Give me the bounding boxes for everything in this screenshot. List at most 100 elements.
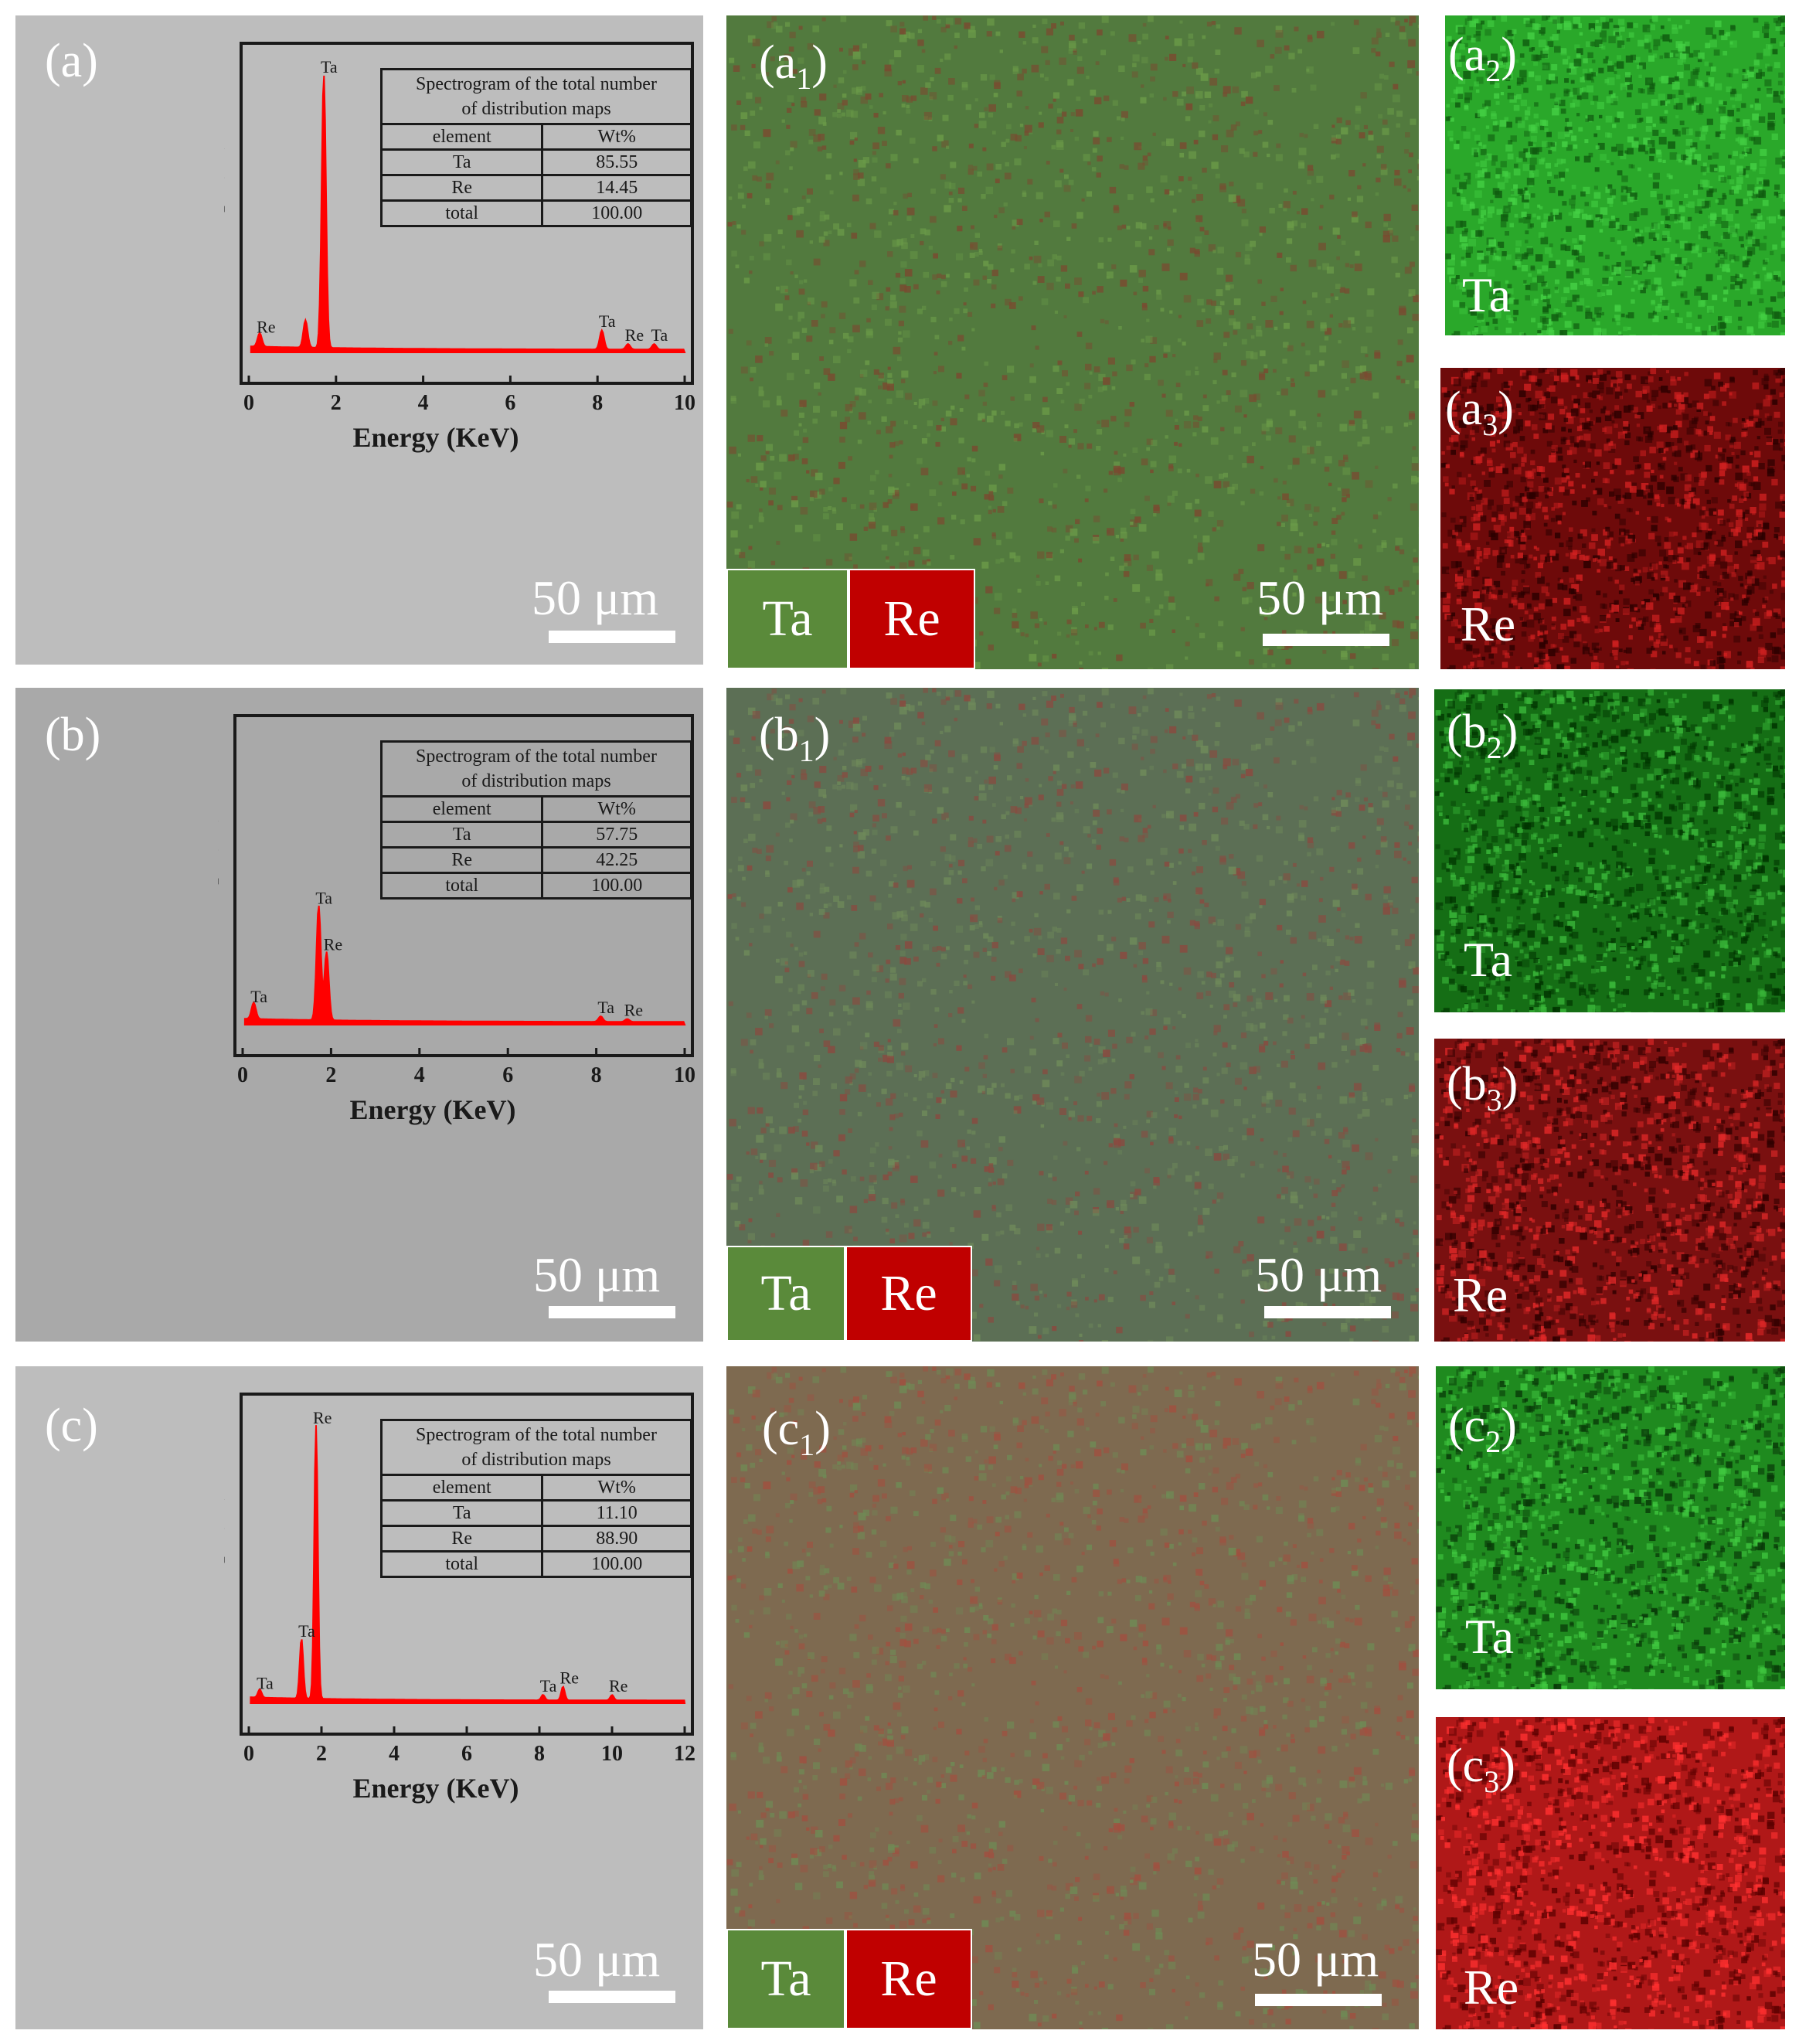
peak-label: Ta	[540, 1676, 557, 1695]
x-tick-label: 0	[237, 1063, 248, 1087]
x-tick-label: 10	[674, 1063, 695, 1087]
x-tick-label: 4	[418, 391, 429, 415]
table-cell: total	[383, 874, 544, 897]
x-tick-label: 6	[502, 1063, 513, 1087]
scale-bar-label-c: 50 μm	[533, 1932, 661, 1987]
panel-label-b3: (b3)	[1447, 1058, 1518, 1117]
spectrum-series	[250, 1425, 686, 1704]
element-label-ta-c2: Ta	[1465, 1609, 1515, 1664]
x-tick-label: 10	[674, 391, 695, 415]
table-row: total 100.00	[383, 1553, 690, 1576]
composition-table: Spectrogram of the total number of distri…	[380, 68, 692, 227]
table-title: Spectrogram of the total number of distri…	[383, 1421, 690, 1476]
panel-label-c3: (c3)	[1447, 1740, 1515, 1799]
x-tick-label: 8	[592, 391, 603, 415]
panel-label-c2: (c2)	[1448, 1400, 1517, 1459]
table-cell: element	[383, 798, 544, 821]
table-row: Re 14.45	[383, 176, 690, 202]
scale-bar-c	[549, 1991, 675, 2003]
panel-label-a1: (a1)	[759, 36, 828, 96]
panel-label-c1: (c1)	[762, 1403, 831, 1462]
table-cell: Re	[383, 849, 544, 872]
legend-ta-b1: Ta	[726, 1246, 845, 1342]
eds-spectrum-inset-b: Ta Ta Re Ta Re 0 2 4 6 8 10 Energy (KeV) cps (eV) Spe…	[218, 702, 703, 1134]
peak-label: Re	[560, 1668, 579, 1687]
element-label-re-c3: Re	[1464, 1960, 1519, 2015]
panel-label-b1: (b1)	[759, 709, 831, 768]
y-axis-label: cps (eV)	[218, 815, 219, 895]
sem-image-b: (b) Ta Ta Re Ta Re 0 2 4 6 8 10 Energy (KeV) cps (eV…	[15, 688, 703, 1342]
table-title-line2: of distribution maps	[461, 99, 611, 119]
x-tick-label: 8	[534, 1742, 545, 1766]
x-tick-label: 4	[389, 1742, 400, 1766]
element-label-ta-b2: Ta	[1464, 932, 1513, 987]
legend-ta-a1: Ta	[726, 569, 848, 669]
table-title: Spectrogram of the total number of distri…	[383, 743, 690, 798]
table-cell: Wt%	[597, 1478, 636, 1498]
table-row: total 100.00	[383, 874, 690, 897]
scale-bar-c1	[1255, 1994, 1382, 2006]
table-row: Re 88.90	[383, 1527, 690, 1553]
peak-label: Re	[313, 1408, 332, 1427]
scale-bar-a1	[1263, 634, 1389, 646]
element-label-re-b3: Re	[1453, 1267, 1508, 1322]
x-tick-label: 2	[316, 1742, 327, 1766]
table-cell: 11.10	[596, 1503, 638, 1523]
table-title-line1: Spectrogram of the total number	[416, 747, 657, 767]
spectrum-plot-b: Ta Ta Re Ta Re 0 2 4 6 8 10 Energy (KeV) cps (eV)	[218, 714, 695, 1125]
x-tick-label: 12	[674, 1742, 695, 1766]
eds-map-overlay-b1: (b1) Ta Re 50 μm	[726, 688, 1419, 1342]
peak-label: Re	[609, 1676, 627, 1695]
spectrum-series	[250, 75, 686, 353]
table-cell: total	[383, 202, 544, 225]
table-cell: 85.55	[596, 152, 638, 172]
peak-label: Re	[624, 1000, 643, 1019]
scale-bar-b	[549, 1306, 675, 1318]
table-row: Ta 85.55	[383, 151, 690, 176]
peak-label: Ta	[597, 998, 614, 1017]
eds-map-ta-b2: (b2) Ta	[1434, 689, 1785, 1012]
table-cell: element	[383, 125, 544, 148]
table-cell: Re	[383, 176, 544, 199]
x-tick-label: 8	[591, 1063, 602, 1087]
y-axis-label: cps (eV)	[224, 1493, 225, 1573]
composition-table: Spectrogram of the total number of distri…	[380, 1419, 692, 1578]
x-tick-label: 0	[243, 391, 254, 415]
eds-map-overlay-c1: (c1) Ta Re 50 μm	[726, 1366, 1419, 2029]
scale-bar-label-a: 50 μm	[532, 570, 659, 625]
table-cell: Ta	[383, 151, 544, 174]
x-axis-label: Energy (KeV)	[353, 1773, 519, 1804]
table-row: Re 42.25	[383, 849, 690, 874]
plot-frame	[240, 42, 694, 385]
scale-bar-a	[549, 631, 675, 643]
peak-label: Ta	[315, 888, 332, 907]
eds-map-ta-a2: (a2) Ta	[1445, 15, 1785, 335]
table-title: Spectrogram of the total number of distri…	[383, 70, 690, 125]
x-tick-label: 6	[461, 1742, 472, 1766]
legend-re-b1: Re	[845, 1246, 972, 1342]
table-cell: 100.00	[591, 203, 643, 223]
scale-bar-label-b: 50 μm	[533, 1247, 661, 1302]
peak-label: Ta	[250, 987, 267, 1006]
scale-bar-b1	[1264, 1306, 1391, 1318]
table-cell: 42.25	[596, 850, 638, 870]
peak-label: Re	[257, 317, 275, 336]
x-tick-label: 10	[601, 1742, 623, 1766]
peak-label: Ta	[298, 1621, 315, 1641]
element-label-re-a3: Re	[1461, 597, 1516, 651]
x-tick-label: 6	[505, 391, 515, 415]
table-title-line2: of distribution maps	[461, 771, 611, 791]
eds-map-overlay-a1: (a1) Ta Re 50 μm	[726, 15, 1419, 669]
scale-bar-label-c1: 50 μm	[1252, 1932, 1379, 1987]
panel-label-a3: (a3)	[1445, 383, 1514, 442]
composition-table: Spectrogram of the total number of distri…	[380, 740, 692, 900]
spectrum-series	[243, 905, 686, 1025]
eds-map-re-b3: (b3) Re	[1434, 1039, 1785, 1342]
legend-ta-c1: Ta	[726, 1929, 845, 2029]
x-axis-label: Energy (KeV)	[353, 422, 519, 453]
table-row: Ta 11.10	[383, 1502, 690, 1527]
